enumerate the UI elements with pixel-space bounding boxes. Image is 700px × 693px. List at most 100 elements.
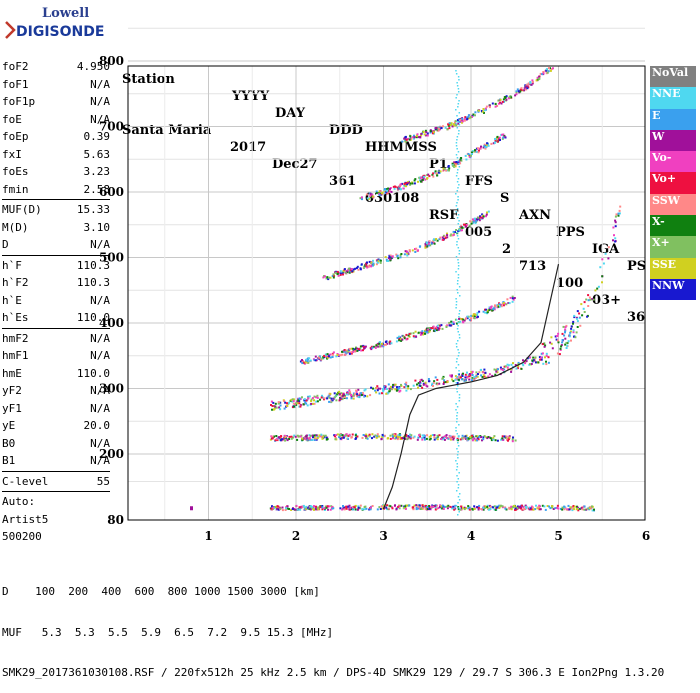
echo-point	[383, 385, 386, 388]
echo-point	[376, 261, 379, 264]
echo-point	[398, 387, 400, 389]
echo-point	[473, 217, 476, 220]
param-name: h`Es	[2, 311, 29, 324]
echo-point	[378, 392, 381, 395]
echo-point	[475, 438, 478, 441]
echo-point	[374, 434, 377, 437]
echo-point	[344, 350, 347, 353]
echo-point	[380, 437, 383, 440]
noise-point	[458, 313, 460, 315]
echo-point	[309, 505, 312, 508]
noise-point	[456, 190, 459, 192]
echo-point	[309, 508, 312, 511]
y-tick-label: 400	[99, 316, 124, 330]
echo-point	[325, 436, 328, 439]
echo-point	[430, 242, 433, 245]
echo-point	[361, 198, 363, 201]
noise-point	[456, 418, 458, 420]
echo-point	[413, 179, 416, 182]
echo-point	[336, 433, 339, 436]
echo-point	[405, 140, 407, 143]
echo-point	[481, 217, 484, 220]
echo-point	[470, 372, 473, 375]
echo-point	[351, 270, 354, 273]
echo-point	[504, 96, 507, 98]
echo-point	[453, 124, 456, 127]
echo-point	[451, 322, 454, 325]
noise-point	[456, 388, 458, 390]
echo-point	[444, 235, 447, 238]
echo-point	[594, 289, 597, 292]
echo-point	[434, 376, 437, 379]
noise-point	[456, 172, 459, 174]
echo-point	[432, 240, 435, 243]
echo-point	[379, 261, 382, 264]
echo-point	[415, 506, 418, 509]
echo-point	[324, 434, 327, 437]
echo-point	[366, 395, 369, 398]
echo-point	[278, 436, 281, 439]
echo-point	[485, 146, 488, 149]
echo-point	[467, 153, 470, 155]
echo-point	[481, 376, 484, 378]
noise-point	[457, 436, 460, 438]
echo-point	[564, 326, 567, 329]
header-label: AXN	[519, 208, 552, 223]
echo-point	[375, 436, 378, 439]
noise-point	[456, 448, 458, 450]
echo-point	[374, 346, 377, 349]
echo-point	[288, 508, 291, 510]
echo-point	[475, 316, 478, 319]
echo-point	[388, 342, 391, 345]
echo-point	[467, 114, 470, 117]
echo-point	[375, 190, 378, 193]
echo-point	[529, 356, 532, 359]
echo-point	[465, 507, 467, 510]
echo-point	[499, 139, 501, 141]
noise-point	[457, 76, 460, 78]
noise-point	[457, 151, 460, 153]
echo-point	[596, 287, 599, 290]
grid	[128, 27, 645, 520]
echo-point	[379, 508, 382, 510]
echo-point	[425, 437, 428, 440]
echo-point	[497, 368, 499, 371]
echo-point	[468, 224, 471, 227]
echo-point	[517, 363, 520, 366]
echo-point	[304, 361, 307, 364]
echo-point	[394, 185, 397, 188]
echo-point	[286, 402, 288, 405]
echo-point	[545, 354, 548, 357]
echo-point	[545, 363, 548, 366]
param-value: 3.23	[83, 165, 111, 178]
noise-point	[456, 244, 458, 246]
echo-point	[409, 436, 412, 439]
echo-point	[503, 135, 506, 138]
echo-point	[334, 271, 337, 274]
echo-point	[508, 435, 511, 438]
echo-point	[424, 332, 426, 335]
echo-point	[476, 147, 479, 150]
echo-point	[471, 379, 473, 382]
profile-line	[382, 263, 560, 510]
echo-point	[418, 504, 421, 507]
noise-point	[457, 106, 459, 108]
echo-point	[563, 506, 566, 509]
echo-point	[502, 368, 505, 371]
echo-point	[498, 303, 501, 306]
echo-point	[525, 88, 528, 91]
echo-point	[447, 165, 450, 167]
echo-point	[428, 240, 431, 243]
echo-point	[517, 90, 520, 93]
echo-point	[476, 217, 479, 220]
echo-point	[360, 392, 363, 395]
echo-point	[349, 391, 351, 394]
echo-point	[482, 146, 485, 149]
echo-point	[425, 506, 427, 509]
echo-point	[453, 161, 456, 164]
echo-point	[462, 226, 465, 229]
noise-point	[458, 130, 460, 132]
echo-point	[445, 437, 448, 439]
noise-point	[456, 463, 458, 465]
echo-point	[440, 127, 443, 130]
